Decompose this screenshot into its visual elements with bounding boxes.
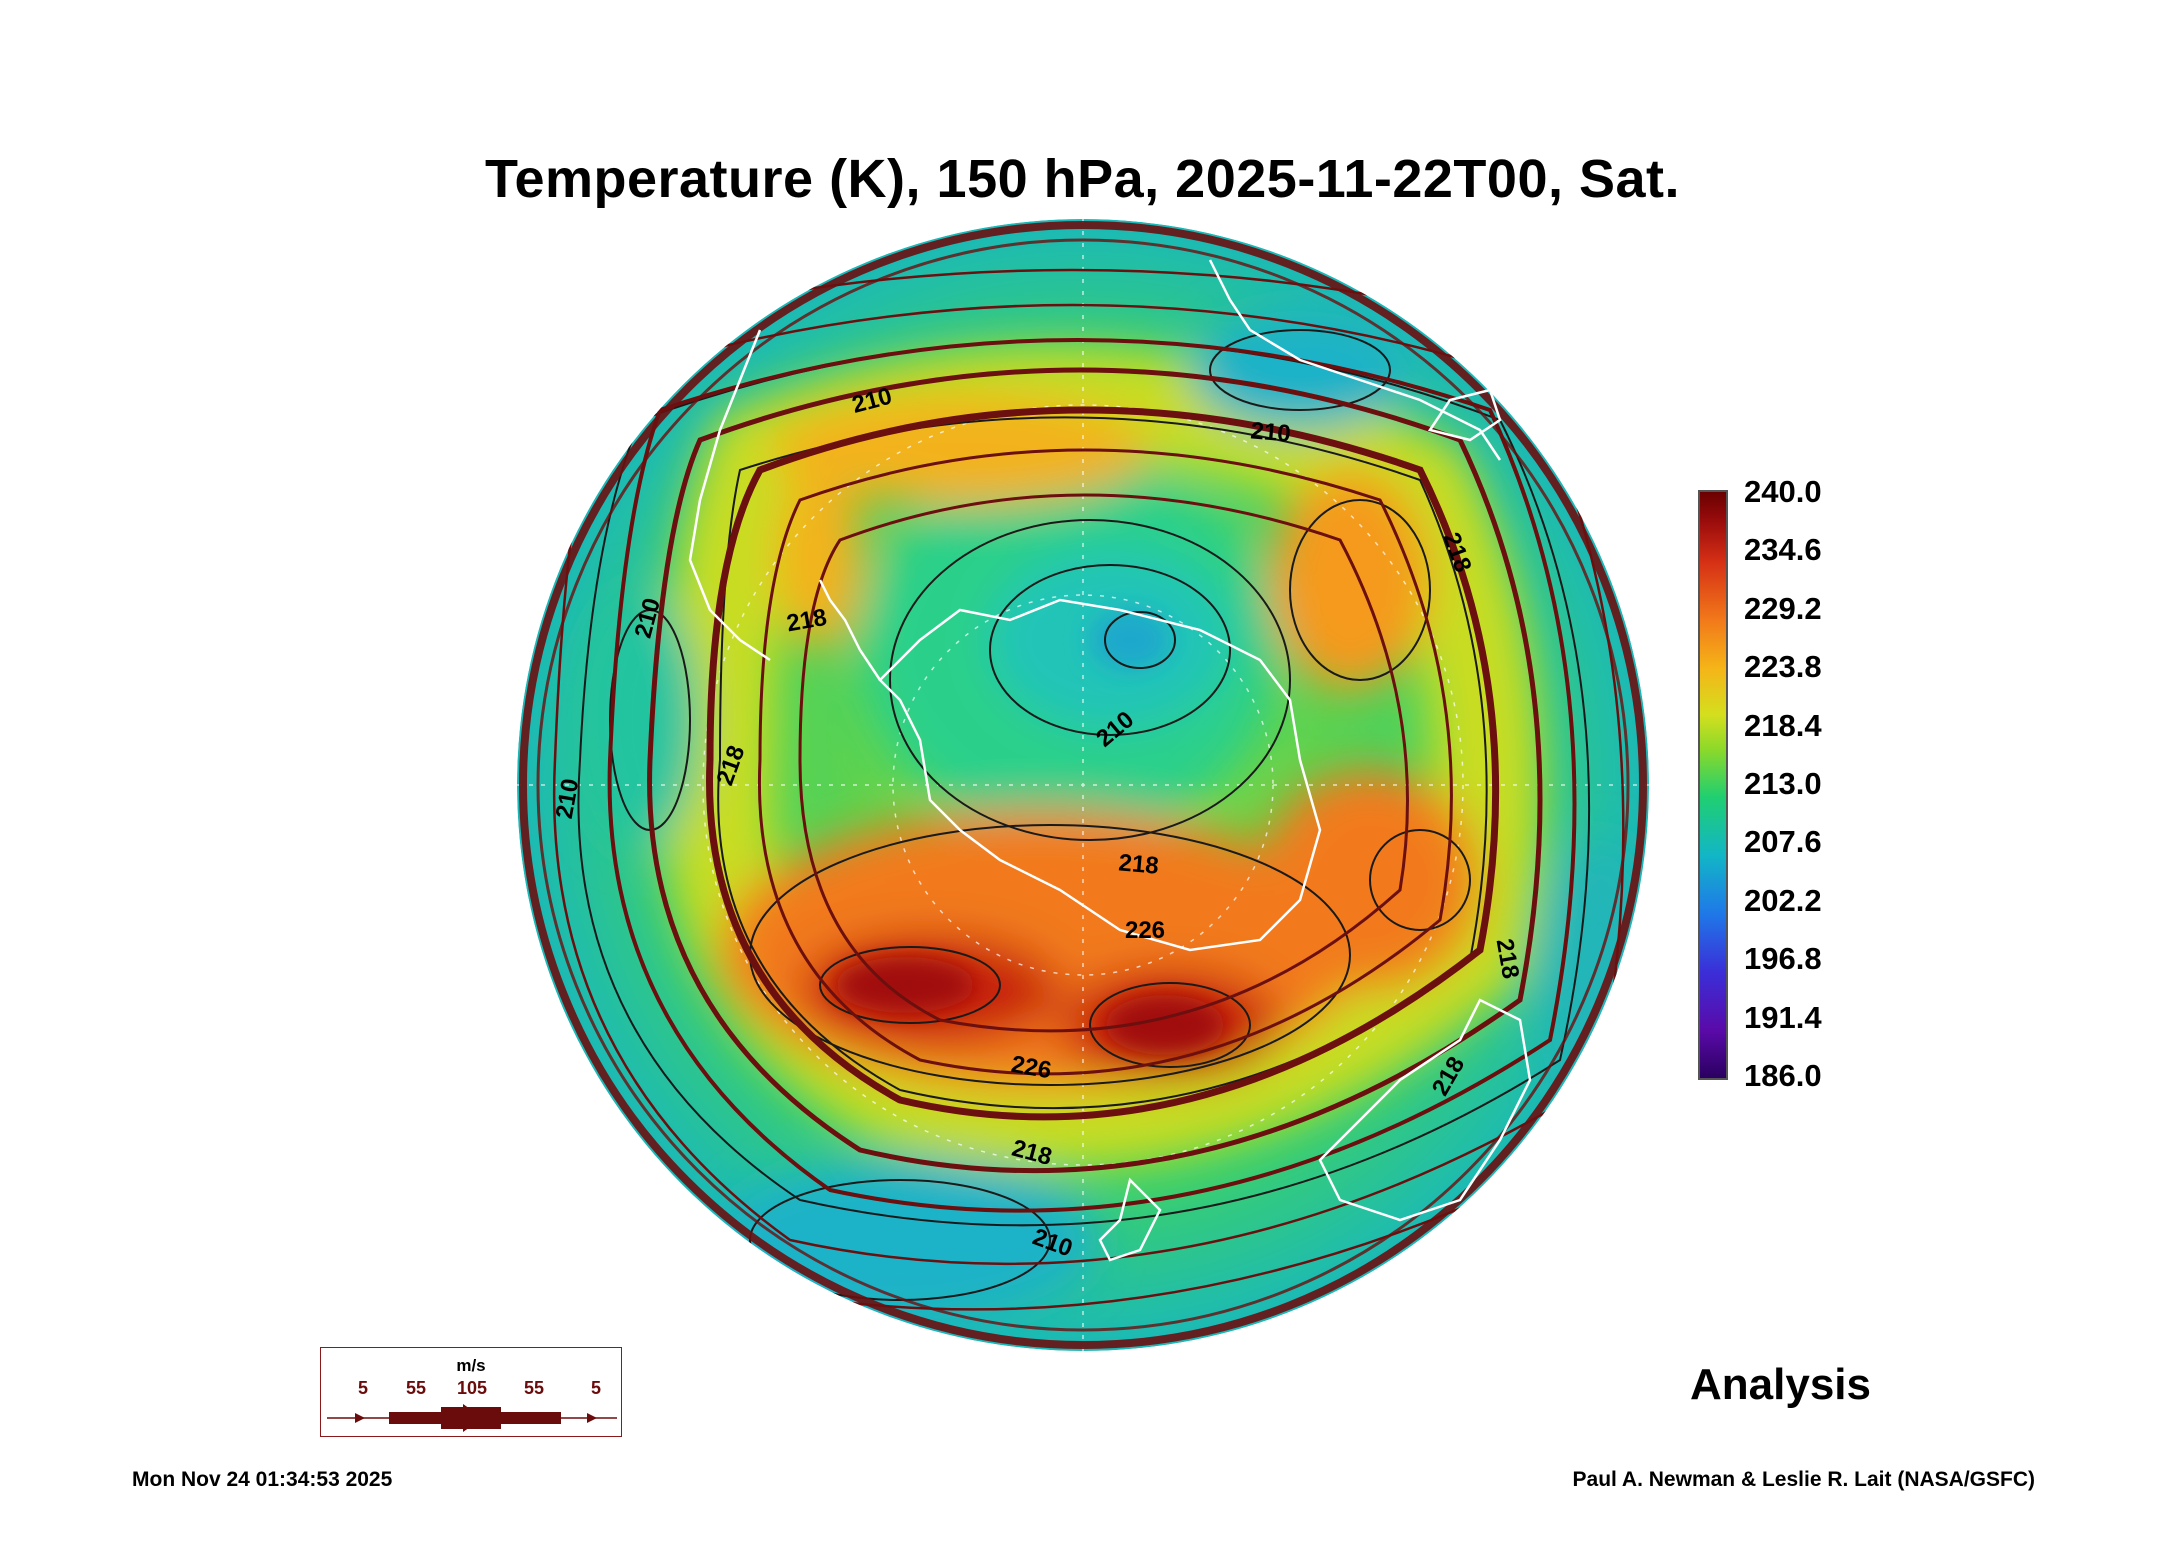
analysis-label: Analysis <box>1690 1360 1871 1409</box>
colorbar <box>1698 490 1728 1080</box>
colorbar-tick-label: 186.0 <box>1744 1058 1822 1093</box>
colorbar-tick-label: 229.2 <box>1744 590 1822 626</box>
colorbar-tick-label: 207.6 <box>1744 824 1822 860</box>
contour-label: 226 <box>1125 917 1165 944</box>
graticule <box>517 219 1649 1351</box>
coastlines <box>688 259 1532 1262</box>
credit: Paul A. Newman & Leslie R. Lait (NASA/GS… <box>1572 1468 2035 1491</box>
wind-speed-legend: m/s 5 55 105 55 5 <box>320 1347 622 1437</box>
timestamp: Mon Nov 24 01:34:53 2025 <box>132 1468 393 1491</box>
contour-label: 210 <box>1250 417 1292 447</box>
colorbar-tick-label: 234.6 <box>1744 532 1822 568</box>
wind-legend-label: 5 <box>357 1378 369 1398</box>
colorbar-tick-label: 196.8 <box>1744 941 1822 977</box>
wind-legend-label: 55 <box>523 1378 545 1398</box>
contour-label: 218 <box>1118 849 1160 879</box>
colorbar-tick-label: 240.0 <box>1744 474 1822 509</box>
colorbar-tick-label: 213.0 <box>1744 766 1822 801</box>
wind-legend-label: 5 <box>590 1378 602 1398</box>
colorbar-tick-label: 202.2 <box>1744 882 1822 918</box>
wind-streamlines <box>517 221 1649 1349</box>
page-title: Temperature (K), 150 hPa, 2025-11-22T00,… <box>484 149 1681 209</box>
colorbar-tick-label: 191.4 <box>1744 999 1822 1035</box>
wind-legend-label: 105 <box>456 1378 488 1398</box>
colorbar-tick-label: 223.8 <box>1744 649 1822 685</box>
colorbar-tick-label: 218.4 <box>1744 707 1822 743</box>
wind-legend-arrow <box>327 1404 617 1432</box>
temperature-core <box>835 610 1225 1055</box>
wind-legend-label: 55 <box>405 1378 427 1398</box>
wind-legend-units: m/s <box>456 1356 486 1375</box>
